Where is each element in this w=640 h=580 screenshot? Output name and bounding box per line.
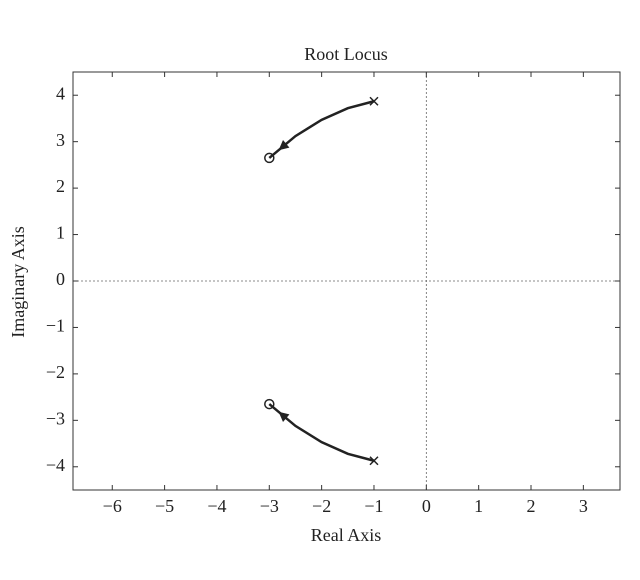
y-tick-label: 0: [56, 269, 65, 289]
x-tick-label: 0: [422, 496, 431, 516]
y-tick-label: 4: [56, 83, 65, 103]
y-tick-label: 3: [56, 130, 65, 150]
pole-marker: [369, 96, 379, 106]
zero-marker: [264, 152, 275, 164]
x-tick-label: −4: [207, 496, 226, 516]
locus-branch: [268, 100, 375, 159]
direction-arrow: [278, 139, 290, 151]
y-tick-label: −2: [46, 362, 65, 382]
y-tick-label: −4: [46, 455, 65, 475]
x-axis-label: Real Axis: [311, 525, 382, 545]
x-tick-label: 2: [527, 496, 536, 516]
x-tick-label: −6: [103, 496, 122, 516]
x-tick-label: 3: [579, 496, 588, 516]
x-tick-label: −5: [155, 496, 174, 516]
y-tick-label: 2: [56, 176, 65, 196]
chart-title: Root Locus: [304, 44, 388, 64]
x-tick-label: 1: [474, 496, 483, 516]
y-tick-label: −1: [46, 316, 65, 336]
x-tick-label: −3: [260, 496, 279, 516]
y-tick-label: −3: [46, 408, 65, 428]
y-tick-label: 1: [56, 223, 65, 243]
locus-branch: [268, 403, 375, 462]
y-axis-label: Imaginary Axis: [8, 226, 28, 337]
pole-marker: [369, 456, 379, 466]
x-tick-label: −2: [312, 496, 331, 516]
direction-arrow: [278, 411, 290, 423]
zero-marker: [264, 398, 275, 410]
x-tick-label: −1: [364, 496, 383, 516]
